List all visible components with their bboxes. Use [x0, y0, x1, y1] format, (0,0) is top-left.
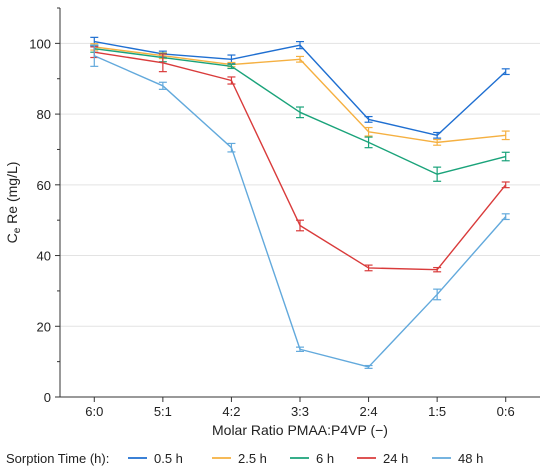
- y-tick-label: 20: [37, 319, 51, 334]
- legend-item: 0.5 h: [128, 451, 183, 466]
- axes: [59, 8, 540, 398]
- legend-label: 6 h: [316, 451, 334, 466]
- y-tick-label: 40: [37, 249, 51, 264]
- series-0-5-h: [90, 36, 510, 139]
- y-axis-label-main: C: [4, 233, 20, 243]
- legend-label: 24 h: [383, 451, 408, 466]
- x-tick-label: 3:3: [291, 404, 309, 419]
- series-layer: [90, 36, 510, 369]
- series-line: [94, 40, 507, 137]
- legend: Sorption Time (h): 0.5 h 2.5 h 6 h 24 h 48 h: [6, 451, 483, 466]
- x-tick-label: 2:4: [360, 404, 378, 419]
- series-line: [94, 55, 507, 368]
- x-tick-label: 0:6: [497, 404, 515, 419]
- x-tick-label: 4:2: [222, 404, 240, 419]
- x-tick-label: 6:0: [85, 404, 103, 419]
- series-6-h: [90, 44, 510, 182]
- legend-title: Sorption Time (h):: [6, 451, 109, 466]
- series-line: [94, 51, 507, 271]
- x-axis-label: Molar Ratio PMAA:P4VP (−): [212, 422, 388, 438]
- legend-label: 48 h: [458, 451, 483, 466]
- legend-label: 0.5 h: [154, 451, 183, 466]
- y-axis-label-rest: Re (mg/L): [4, 162, 20, 228]
- legend-item: 6 h: [290, 451, 334, 466]
- y-axis-label: Ce Re (mg/L): [4, 162, 23, 244]
- legend-item: 24 h: [357, 451, 408, 466]
- y-tick-label: 60: [37, 178, 51, 193]
- grid-lines: [60, 42, 540, 327]
- legend-label: 2.5 h: [238, 451, 267, 466]
- series-48-h: [90, 44, 510, 369]
- series-24-h: [90, 46, 510, 273]
- y-tick-label: 100: [29, 36, 51, 51]
- series-2-5-h: [90, 43, 510, 146]
- x-tick-label: 5:1: [154, 404, 172, 419]
- y-tick-label: 80: [37, 107, 51, 122]
- x-ticks: 6:0 5:1 4:2 3:3 2:4 1:5 0:6: [85, 397, 515, 419]
- legend-item: 2.5 h: [212, 451, 267, 466]
- y-axis-label-subscript: e: [12, 227, 23, 233]
- y-ticks: 0 20 40 60 80 100: [29, 7, 60, 405]
- x-tick-label: 1:5: [428, 404, 446, 419]
- legend-item: 48 h: [432, 451, 483, 466]
- y-tick-label: 0: [44, 390, 51, 405]
